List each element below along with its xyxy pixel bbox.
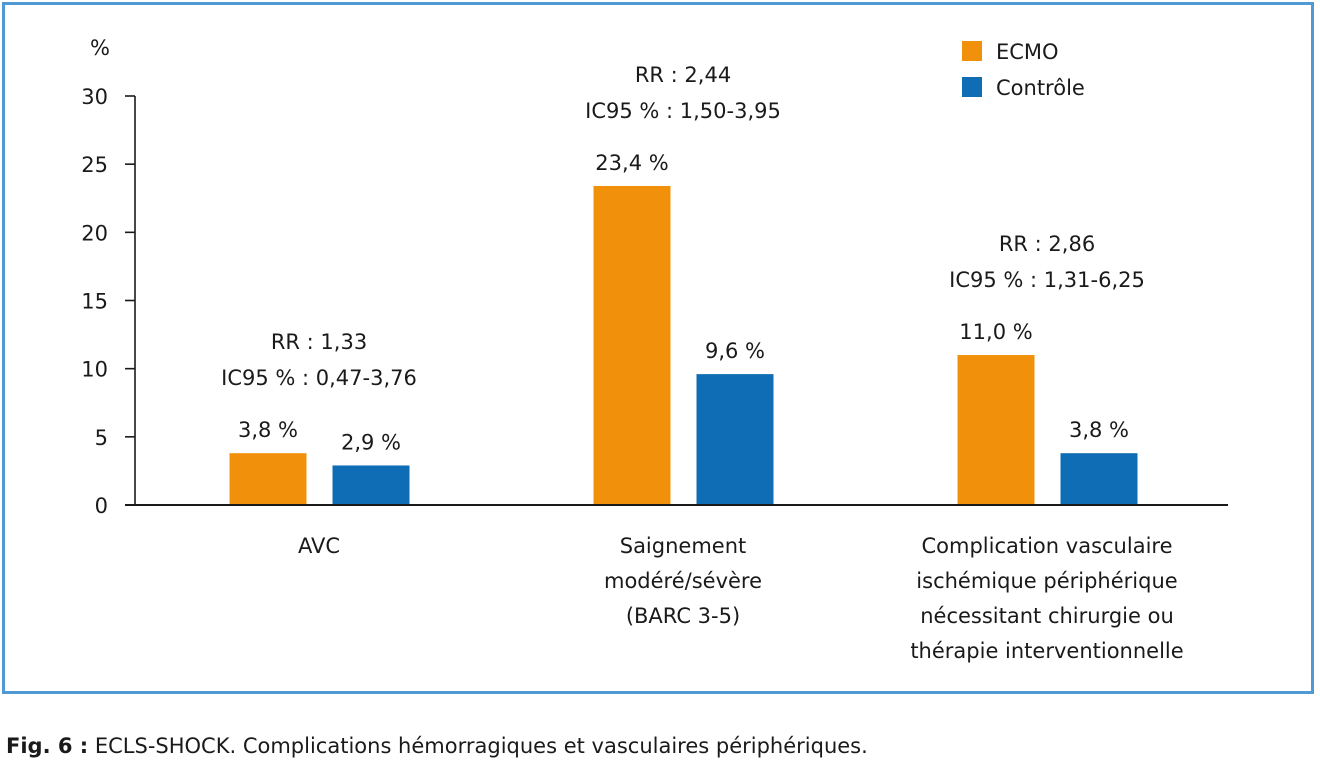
bar-ecmo-3	[957, 355, 1035, 505]
legend-label: ECMO	[996, 40, 1059, 64]
y-tick-label: 20	[81, 221, 108, 245]
rr-annotation: RR : 2,86	[999, 232, 1095, 256]
bar-contrle-3	[1060, 453, 1138, 505]
legend-swatch-ecmo	[962, 41, 982, 61]
y-tick-label: 10	[81, 358, 108, 382]
x-category-label: ischémique périphérique	[916, 569, 1177, 593]
rr-annotation: RR : 1,33	[271, 330, 367, 354]
bar-chart: % 0 5 10 15 20 25 30 3,8 % 23,4 % 11,0 % 2,9 % 9,6 %…	[81, 36, 1228, 663]
rr-annotation: IC95 % : 1,50-3,95	[585, 99, 781, 123]
legend-swatch-contrle	[962, 77, 982, 97]
bar-value-label: 23,4 %	[595, 151, 668, 175]
bar-ecmo-2	[593, 185, 671, 506]
caption-label: Fig. 6 :	[6, 734, 89, 758]
bar-value-label: 3,8 %	[238, 418, 298, 442]
y-tick-label: 0	[95, 494, 108, 518]
rr-annotation: IC95 % : 0,47-3,76	[221, 366, 417, 390]
bar-value-label: 2,9 %	[341, 430, 401, 454]
x-category-label: Saignement	[620, 534, 747, 558]
y-axis-label: %	[90, 36, 110, 60]
y-tick-label: 25	[81, 153, 108, 177]
x-category-label: modéré/sévère	[604, 569, 762, 593]
figure-caption: Fig. 6 : ECLS-SHOCK. Complications hémor…	[6, 734, 868, 758]
y-tick-label: 5	[95, 426, 108, 450]
y-tick-label: 30	[81, 85, 108, 109]
x-category-label: (BARC 3-5)	[626, 604, 740, 628]
caption-text: ECLS-SHOCK. Complications hémorragiques …	[88, 734, 868, 758]
x-category-label: thérapie interventionnelle	[910, 639, 1183, 663]
bar-value-label: 3,8 %	[1069, 418, 1129, 442]
bar-value-label: 9,6 %	[705, 339, 765, 363]
y-tick-label: 15	[81, 290, 108, 314]
x-category-label: AVC	[298, 534, 340, 558]
rr-annotation: IC95 % : 1,31-6,25	[949, 268, 1145, 292]
x-category-label: nécessitant chirurgie ou	[920, 604, 1174, 628]
bar-value-label: 11,0 %	[959, 320, 1032, 344]
bar-ecmo-1	[229, 453, 307, 505]
bar-contrle-2	[696, 374, 774, 505]
x-category-label: Complication vasculaire	[921, 534, 1172, 558]
rr-annotation: RR : 2,44	[635, 63, 731, 87]
bar-contrle-1	[332, 465, 410, 505]
legend-label: Contrôle	[996, 76, 1085, 100]
